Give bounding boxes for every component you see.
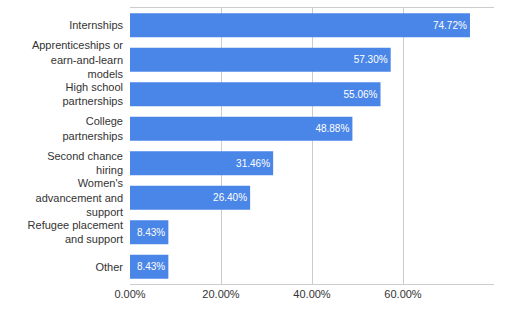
svg-text:Other: Other [95, 261, 123, 273]
svg-text:Refugee placementand support: Refugee placementand support [28, 219, 123, 245]
svg-text:60.00%: 60.00% [384, 288, 422, 300]
svg-text:Apprenticeships orearn-and-lea: Apprenticeships orearn-and-learnmodels [32, 39, 124, 80]
svg-text:Women'sadvancement andsupport: Women'sadvancement andsupport [36, 177, 124, 218]
svg-text:31.46%: 31.46% [236, 158, 270, 169]
svg-text:Collegepartnerships: Collegepartnerships [62, 115, 123, 141]
svg-text:0.00%: 0.00% [114, 288, 145, 300]
svg-text:8.43%: 8.43% [137, 227, 165, 238]
svg-text:40.00%: 40.00% [293, 288, 331, 300]
svg-text:High schoolpartnerships: High schoolpartnerships [62, 81, 123, 107]
svg-text:20.00%: 20.00% [202, 288, 240, 300]
svg-text:Internships: Internships [69, 19, 123, 31]
svg-text:48.88%: 48.88% [315, 123, 349, 134]
svg-text:55.06%: 55.06% [343, 89, 377, 100]
svg-text:26.40%: 26.40% [213, 192, 247, 203]
svg-text:Second chancehiring: Second chancehiring [47, 150, 123, 176]
svg-text:57.30%: 57.30% [354, 54, 388, 65]
svg-text:74.72%: 74.72% [433, 20, 467, 31]
svg-text:8.43%: 8.43% [137, 261, 165, 272]
